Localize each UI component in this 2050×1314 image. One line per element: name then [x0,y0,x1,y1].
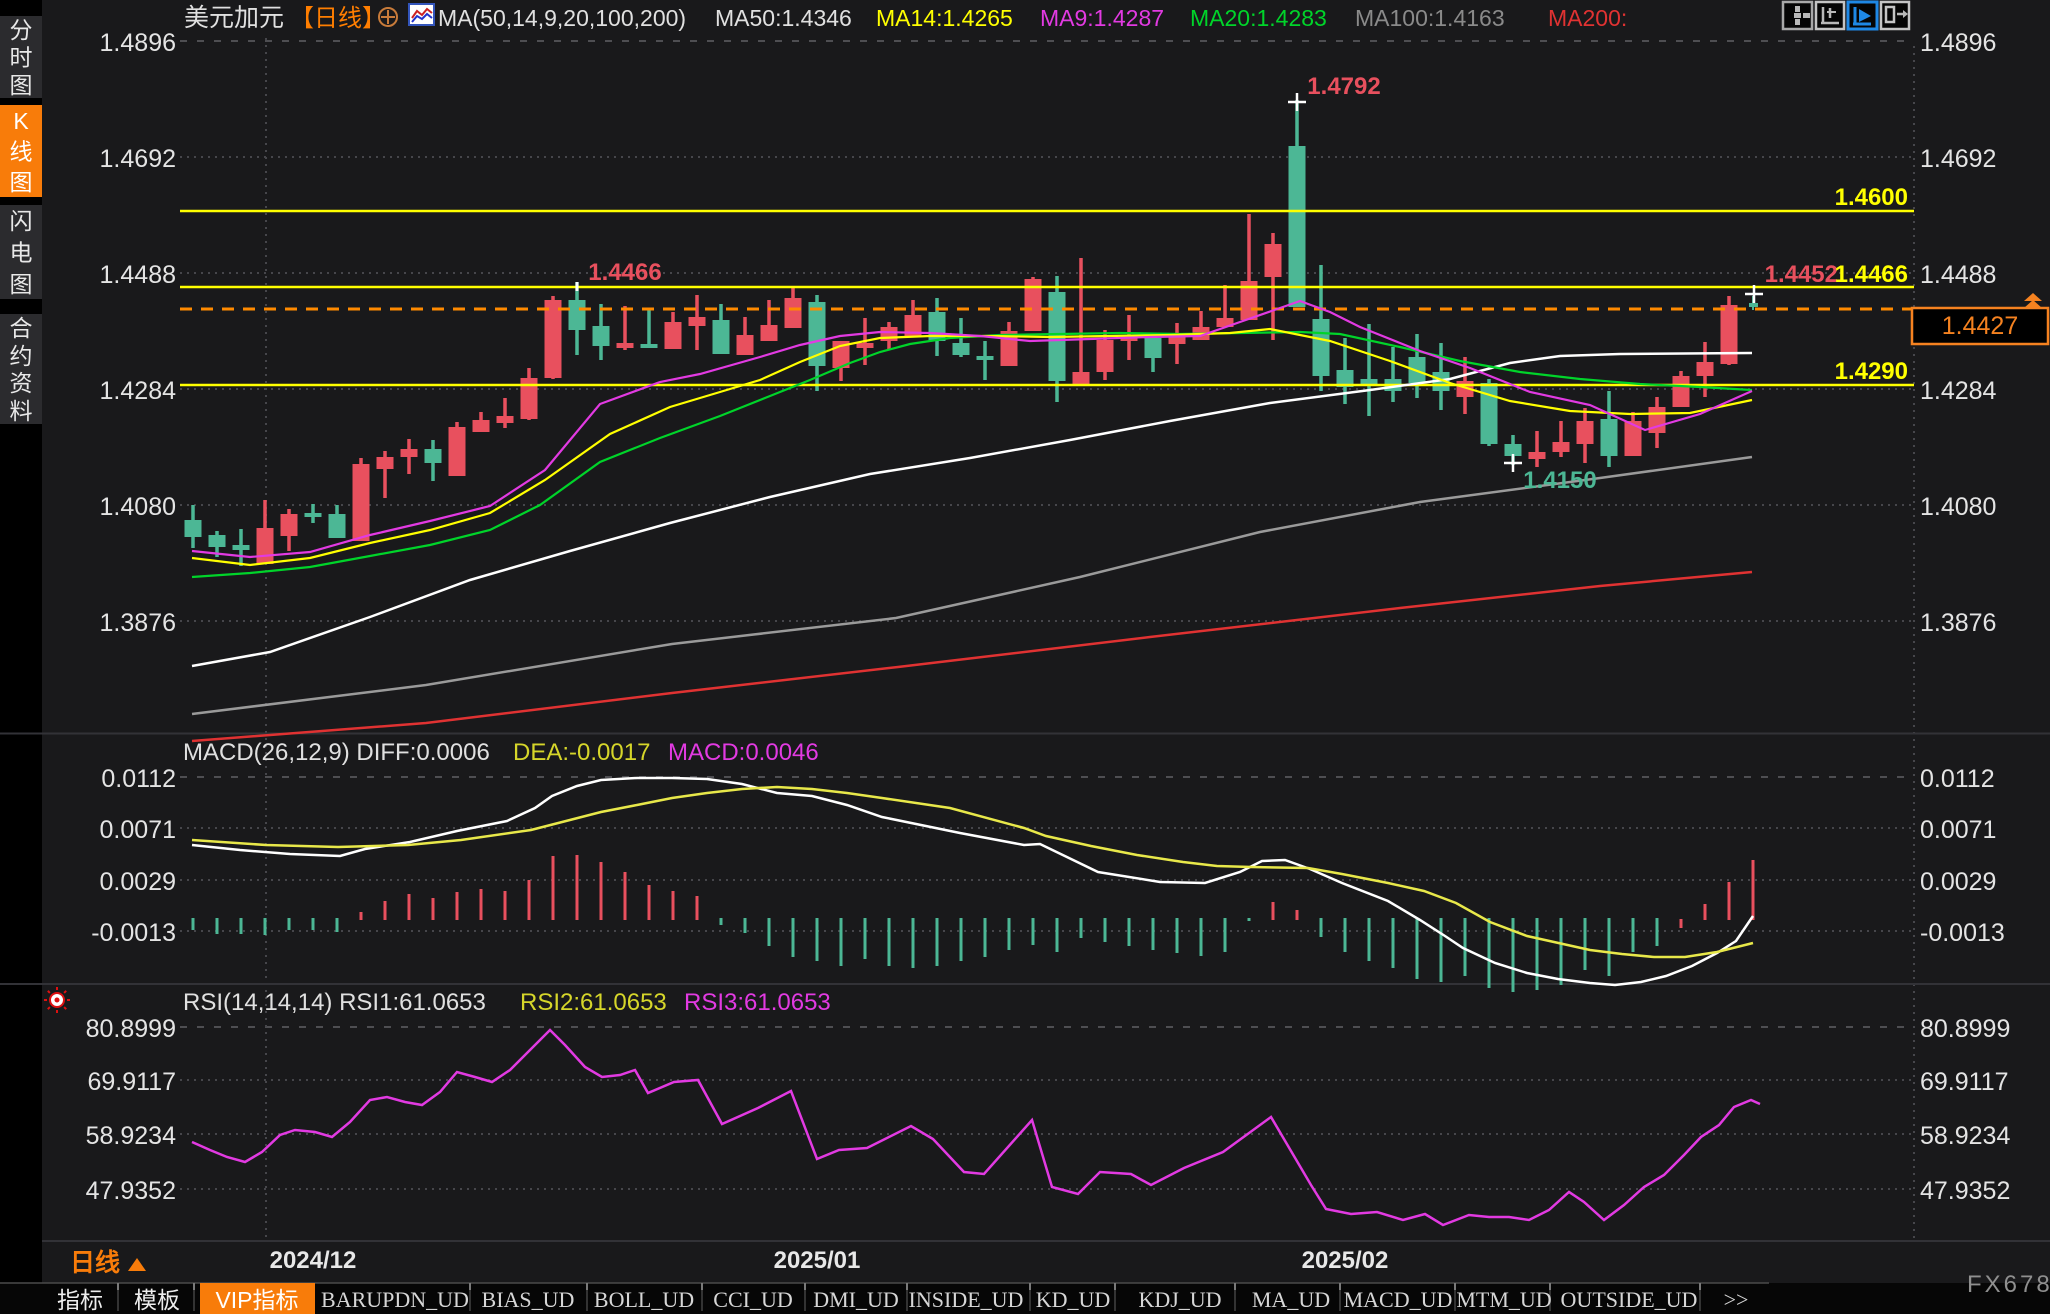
svg-text:电: 电 [10,240,33,266]
svg-text:58.9234: 58.9234 [86,1122,176,1150]
svg-text:>>: >> [1724,1287,1749,1312]
svg-text:MACD:0.0046: MACD:0.0046 [668,739,819,766]
svg-text:料: 料 [10,398,33,424]
svg-text:线: 线 [10,139,33,165]
svg-text:69.9117: 69.9117 [87,1068,176,1096]
svg-text:MA9:1.4287: MA9:1.4287 [1040,5,1164,31]
svg-text:MTM_UD: MTM_UD [1456,1287,1551,1312]
svg-text:日线: 日线 [70,1248,120,1277]
svg-text:1.4600: 1.4600 [1835,184,1908,211]
svg-text:MA100:1.4163: MA100:1.4163 [1355,5,1505,31]
svg-text:2025/01: 2025/01 [774,1247,861,1274]
svg-text:47.9352: 47.9352 [1920,1177,2010,1205]
svg-text:资: 资 [10,370,33,396]
svg-text:0.0071: 0.0071 [1920,816,1996,844]
svg-text:INSIDE_UD: INSIDE_UD [909,1287,1024,1312]
svg-text:80.8999: 80.8999 [86,1015,176,1043]
svg-text:VIP指标: VIP指标 [215,1287,298,1313]
svg-text:0.0112: 0.0112 [1920,765,1995,793]
svg-text:1.4080: 1.4080 [100,493,176,521]
svg-text:47.9352: 47.9352 [86,1177,176,1205]
svg-text:1.4150: 1.4150 [1523,467,1596,494]
svg-text:0.0071: 0.0071 [100,816,176,844]
svg-text:-0.0013: -0.0013 [91,919,176,947]
svg-text:0.0029: 0.0029 [100,868,176,896]
svg-text:约: 约 [10,343,33,369]
svg-text:1.4488: 1.4488 [100,261,176,289]
svg-text:1.4080: 1.4080 [1920,493,1996,521]
svg-text:RSI(14,14,14) RSI1:61.0653: RSI(14,14,14) RSI1:61.0653 [183,989,486,1016]
svg-text:MACD(26,12,9) DIFF:0.0006: MACD(26,12,9) DIFF:0.0006 [183,739,490,766]
svg-text:MA50:1.4346: MA50:1.4346 [715,5,852,31]
svg-text:BIAS_UD: BIAS_UD [482,1287,575,1312]
svg-text:MA(50,14,9,20,100,200): MA(50,14,9,20,100,200) [438,5,686,31]
svg-text:KD_UD: KD_UD [1036,1287,1111,1312]
svg-text:MA_UD: MA_UD [1252,1287,1330,1312]
svg-text:1.3876: 1.3876 [100,609,176,637]
svg-text:FX678: FX678 [1967,1271,2050,1298]
svg-text:DMI_UD: DMI_UD [813,1287,899,1312]
svg-text:0.0112: 0.0112 [101,765,176,793]
svg-text:指标: 指标 [57,1287,103,1313]
svg-text:1.4466: 1.4466 [1835,261,1908,288]
svg-text:闪: 闪 [10,208,33,234]
svg-text:1.4692: 1.4692 [1920,145,1996,173]
svg-text:图: 图 [10,72,33,98]
svg-text:图: 图 [10,169,33,195]
svg-text:分: 分 [10,17,33,43]
svg-text:1.3876: 1.3876 [1920,609,1996,637]
svg-text:KDJ_UD: KDJ_UD [1138,1287,1221,1312]
svg-text:模板: 模板 [134,1287,180,1313]
svg-text:K: K [13,108,29,134]
svg-text:2024/12: 2024/12 [270,1247,357,1274]
svg-text:DEA:-0.0017: DEA:-0.0017 [513,739,650,766]
svg-text:合: 合 [10,315,33,341]
svg-text:1.4466: 1.4466 [588,259,661,286]
svg-text:1.4488: 1.4488 [1920,261,1996,289]
svg-text:美元加元: 美元加元 [184,4,284,32]
svg-text:1.4896: 1.4896 [100,29,176,57]
svg-text:1.4452: 1.4452 [1765,261,1838,288]
svg-text:时: 时 [10,45,33,71]
svg-text:MA20:1.4283: MA20:1.4283 [1190,5,1327,31]
svg-text:MA200:: MA200: [1548,5,1627,31]
svg-text:1.4692: 1.4692 [100,145,176,173]
svg-text:BARUPDN_UD: BARUPDN_UD [321,1287,469,1312]
svg-text:1.4284: 1.4284 [100,377,177,405]
svg-text:69.9117: 69.9117 [1920,1068,2009,1096]
svg-text:80.8999: 80.8999 [1920,1015,2010,1043]
svg-text:2025/02: 2025/02 [1302,1247,1389,1274]
svg-text:图: 图 [10,271,33,297]
svg-text:RSI3:61.0653: RSI3:61.0653 [684,989,831,1016]
svg-text:CCI_UD: CCI_UD [713,1287,792,1312]
svg-text:MACD_UD: MACD_UD [1344,1287,1453,1312]
svg-text:1.4284: 1.4284 [1920,377,1997,405]
svg-text:0.0029: 0.0029 [1920,868,1996,896]
svg-text:MA14:1.4265: MA14:1.4265 [876,5,1013,31]
svg-text:-0.0013: -0.0013 [1920,919,2005,947]
svg-text:【日线】: 【日线】 [290,5,386,32]
svg-text:1.4427: 1.4427 [1942,312,2018,340]
svg-text:BOLL_UD: BOLL_UD [594,1287,694,1312]
svg-text:58.9234: 58.9234 [1920,1122,2010,1150]
svg-text:1.4290: 1.4290 [1835,358,1908,385]
svg-text:1.4792: 1.4792 [1307,73,1380,100]
svg-text:1.4896: 1.4896 [1920,29,1996,57]
svg-text:OUTSIDE_UD: OUTSIDE_UD [1561,1287,1698,1312]
svg-text:RSI2:61.0653: RSI2:61.0653 [520,989,667,1016]
